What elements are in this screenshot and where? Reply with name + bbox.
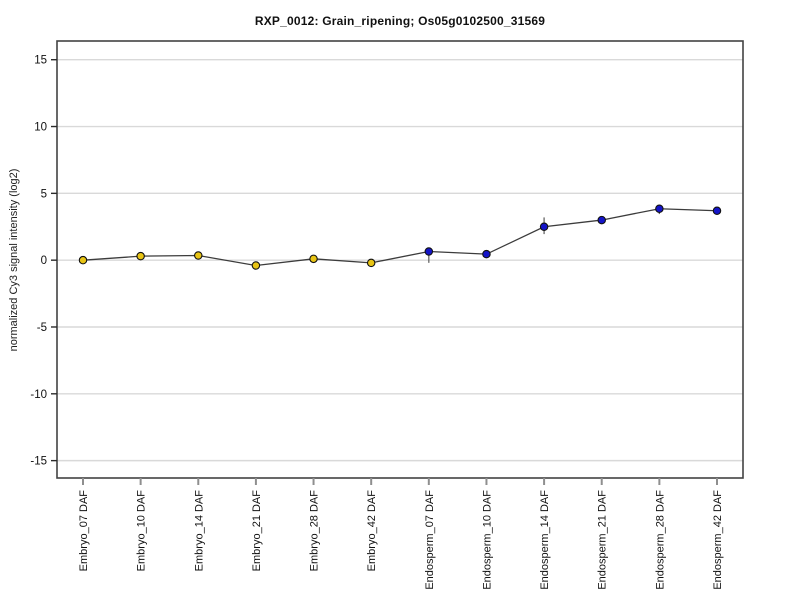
- x-tick-label: Endosperm_21 DAF: [597, 490, 609, 590]
- x-tick-label: Embryo_42 DAF: [366, 490, 378, 572]
- x-tick-label: Embryo_21 DAF: [251, 490, 263, 572]
- data-point-marker: [78, 255, 88, 265]
- data-point-marker: [251, 261, 261, 270]
- y-tick-label: 10: [34, 122, 47, 134]
- data-point-marker: [366, 258, 376, 268]
- data-point-marker: [539, 222, 549, 232]
- series-line: [82, 208, 718, 267]
- x-tick-label: Endosperm_42 DAF: [712, 490, 724, 590]
- data-point-marker: [309, 254, 318, 264]
- data-point-marker: [424, 247, 434, 256]
- x-tick-label: Embryo_14 DAF: [193, 490, 205, 572]
- data-point-marker: [194, 251, 203, 260]
- x-tick-label: Endosperm_28 DAF: [654, 490, 666, 590]
- data-point-marker: [655, 204, 664, 213]
- y-tick-label: 0: [41, 255, 47, 267]
- chart-title: RXP_0012: Grain_ripening; Os05g0102500_3…: [254, 14, 546, 28]
- x-tick-label: Endosperm_10 DAF: [481, 490, 493, 590]
- data-point-marker: [136, 251, 145, 261]
- x-tick-label: Embryo_07 DAF: [78, 490, 90, 572]
- x-tick-label: Endosperm_07 DAF: [424, 490, 436, 590]
- x-tick-label: Embryo_28 DAF: [309, 490, 321, 572]
- data-point-marker: [712, 206, 722, 215]
- x-tick-label: Embryo_10 DAF: [136, 490, 148, 572]
- x-tick-label: Endosperm_14 DAF: [539, 490, 551, 590]
- data-point-marker: [482, 249, 491, 259]
- y-tick-label: -5: [37, 322, 47, 334]
- y-tick-label: -15: [30, 456, 47, 468]
- data-point-marker: [597, 215, 606, 225]
- y-tick-label: 5: [41, 188, 47, 200]
- y-tick-label: -10: [30, 389, 47, 401]
- y-tick-label: 15: [34, 55, 47, 67]
